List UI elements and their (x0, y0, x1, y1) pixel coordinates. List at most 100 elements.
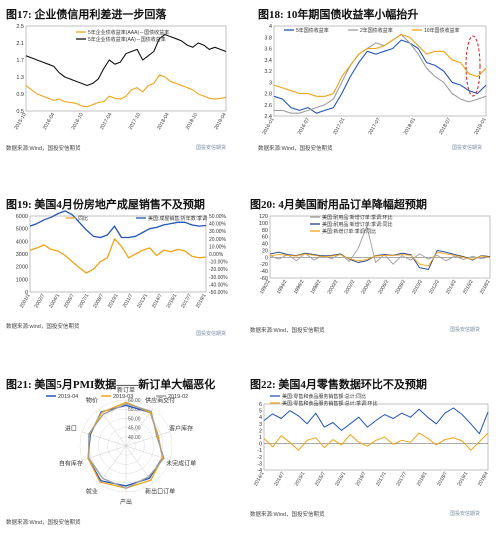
legend-label: 2019-03 (113, 394, 133, 400)
figure-title: 图20: 4月美国耐用品订单降幅超预期 (250, 199, 427, 211)
x-tick-label: 2014/1 (253, 471, 266, 487)
x-tick-label: 2002/2 (344, 279, 357, 295)
x-tick-label: 2016/7 (355, 471, 368, 487)
x-tick-label: 2001/1 (19, 293, 32, 309)
y-tick-label: 6000 (16, 214, 28, 220)
radar-spoke (98, 445, 127, 484)
y-tick-label: 0 (259, 442, 262, 448)
x-tick-label: 2010/1 (107, 293, 120, 309)
radar-axis-label: 物价 (86, 397, 98, 405)
y-right-tick-label: -10.00% (209, 260, 228, 266)
radar-axis-label: 供应商交付 (145, 397, 175, 405)
y-tick-label: 120 (259, 214, 268, 220)
legend-label: 美国:新增订单:季调:同比 (322, 228, 376, 235)
y-tick-label: 1.3 (16, 75, 24, 81)
y-right-tick-label: -50.00% (209, 290, 228, 296)
y-tick-label: 0 (25, 290, 28, 296)
source-note: 数据来源:Wind，国投安信期货 (250, 328, 325, 334)
x-tick-label: 2014/7 (151, 293, 164, 309)
y-tick-label: 2 (259, 428, 262, 434)
radar-ring-label: 45.00 (128, 426, 141, 432)
y-right-tick-label: 50.00% (209, 214, 227, 220)
y-tick-label: 3000 (16, 252, 28, 258)
y-right-tick-label: -30.00% (209, 275, 228, 281)
y-right-tick-label: 40.00% (209, 222, 227, 228)
x-tick-label: 2008/2 (394, 279, 407, 295)
figure-title: 图22: 美国4月零售数据环比不及预期 (250, 379, 427, 391)
x-tick-label: 2013/1 (136, 293, 149, 309)
x-tick-label: 2017-04 (99, 112, 113, 131)
x-tick-label: 2018/7 (436, 471, 449, 487)
y-tick-label: 2.1 (16, 41, 24, 47)
x-tick-label: 2012/2 (428, 279, 441, 295)
legend-label: 5年企业债收益率(AA)－国债收益率 (88, 36, 166, 43)
y-tick-label: 6 (259, 402, 262, 408)
x-tick-label: 2019/4 (477, 471, 490, 487)
series-line-1 (269, 225, 491, 265)
y-tick-label: 0 (265, 255, 268, 261)
y-tick-label: -1 (257, 448, 262, 454)
y-tick-label: 4 (269, 24, 272, 30)
x-tick-label: 2004/2 (360, 279, 373, 295)
y-right-tick-label: 0.00% (209, 252, 224, 258)
radar-spoke (125, 445, 154, 484)
y-tick-label: 2000 (16, 265, 28, 271)
radar-ring-label: 50.00 (128, 416, 141, 422)
legend-label: 美国:零售和食品服务销售额:总计:同比 (282, 393, 366, 400)
panel-fig21: 图21: 美国5月PMI数据——新订单大幅恶化 2019-04 2019-03 20… (6, 376, 238, 532)
x-tick-label: 2016-07 (297, 117, 311, 136)
series-line-3 (273, 33, 487, 97)
y-tick-label: 1.7 (16, 58, 24, 64)
x-tick-label: 2000/2 (327, 279, 340, 295)
x-tick-label: 2019/1 (195, 293, 208, 309)
series-line-1 (25, 74, 227, 108)
x-tick-label: 2018-01 (403, 117, 417, 136)
y-right-tick-label: 10.00% (209, 244, 227, 250)
x-tick-label: 1996/2 (293, 279, 306, 295)
legend-label: 美国:耐用品:新增订单:季调:环比 (322, 214, 393, 221)
logo-text: 国投安信期货 (196, 145, 227, 151)
figure-title: 图17: 企业债信用利差进一步回落 (6, 9, 167, 21)
figure-title: 图21: 美国5月PMI数据——新订单大幅恶化 (6, 379, 216, 391)
y-tick-label: 2.8 (264, 92, 272, 98)
plot-frame (269, 215, 491, 279)
y-tick-label: -4 (257, 468, 262, 474)
series-line-1 (263, 407, 489, 435)
radar-axis-label: 就业 (86, 487, 98, 495)
x-tick-label: 2017-10 (128, 112, 142, 131)
y-tick-label: 5 (259, 409, 262, 415)
panel-fig19: 图19: 美国4月份房地产成屋销售不及预期 6000 5000 4000 3000 20… (6, 196, 238, 340)
radar-spoke (98, 408, 127, 447)
y-tick-label: 3.4 (264, 58, 272, 64)
series-line-1 (273, 39, 487, 114)
legend-label: 2019-02 (168, 394, 188, 400)
highlight-ellipse (465, 35, 481, 97)
y-right-tick-label: 30.00% (209, 229, 227, 235)
radar-series-3 (88, 403, 165, 489)
x-tick-label: 2002/7 (34, 293, 47, 309)
y-tick-label: 60 (262, 235, 268, 241)
series-line-1 (29, 238, 207, 274)
chart-fig21: 2019-04 2019-03 2019-02 60.00 55.00 50.00 45.0… (46, 386, 196, 506)
radar-spoke (82, 445, 127, 461)
y-tick-label: 4000 (16, 239, 28, 245)
radar-axis-label: 未完成订单 (166, 459, 196, 467)
x-tick-label: 2019-04 (213, 112, 227, 131)
radar-axis-label: 客户库存 (169, 425, 193, 433)
radar-spoke (125, 431, 170, 447)
y-tick-label: 2.5 (16, 24, 24, 30)
y-tick-label: 3.2 (264, 69, 272, 75)
x-tick-label: 2017/1 (375, 471, 388, 487)
source-note: 数据来源:Wind，国投安信期货 (250, 512, 325, 518)
y-tick-label: 3.6 (264, 47, 272, 53)
y-tick-label: 80 (262, 228, 268, 234)
x-tick-label: 2004/1 (48, 293, 61, 309)
series-line-2 (25, 33, 227, 87)
legend-label: 美国:耐用品:新增订单:季调:同比 (322, 221, 393, 228)
x-tick-label: 2019-01 (473, 117, 487, 136)
series-line-2 (29, 210, 207, 239)
legend-label: 同比 (78, 215, 88, 222)
